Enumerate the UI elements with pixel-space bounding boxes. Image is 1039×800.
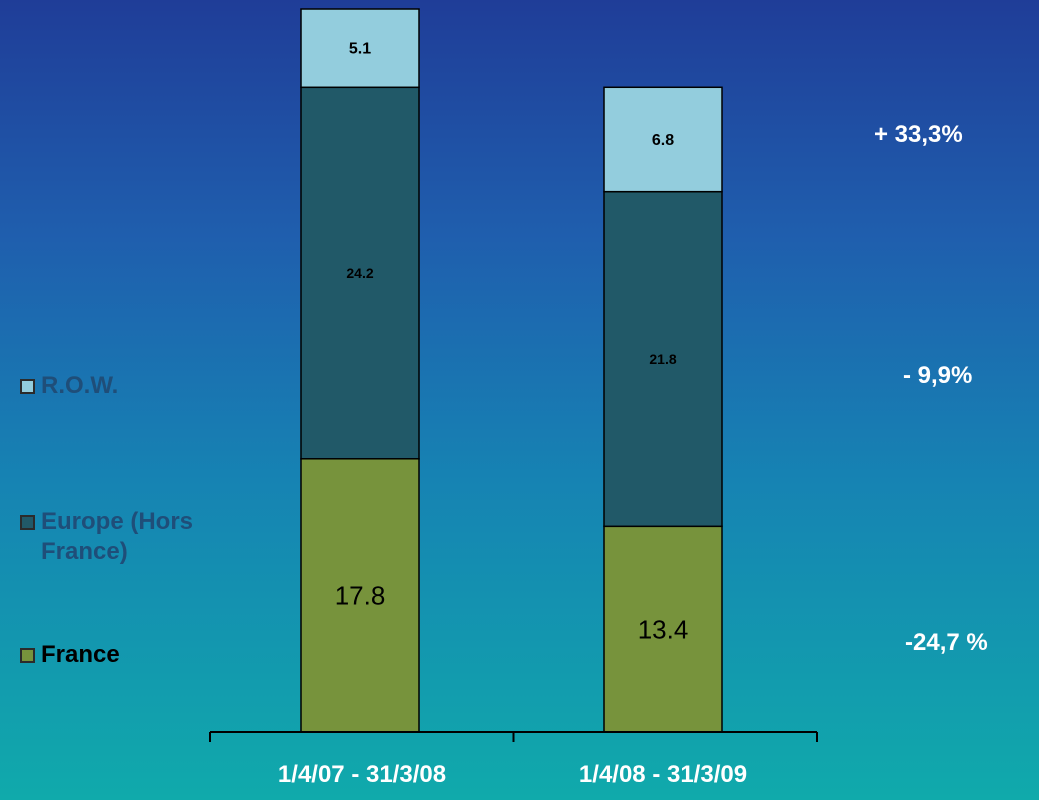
legend-swatch-europe: [20, 515, 35, 530]
change-label-row: + 33,3%: [874, 121, 963, 148]
data-label-1-cat-1: 17.8: [335, 580, 386, 610]
bar-segment-1-cat-1: [300, 458, 420, 733]
legend-item-europe: Europe (Hors France): [20, 507, 265, 567]
data-label-3-cat-2: 6.8: [652, 132, 674, 149]
data-label-2-cat-1: 24.2: [346, 265, 373, 281]
x-tick-label-2: 1/4/08 - 31/3/09: [578, 761, 748, 788]
legend-label-row: R.O.W.: [41, 372, 119, 399]
data-label-2-cat-2: 21.8: [649, 351, 676, 367]
x-tick-label-1: 1/4/07 - 31/3/08: [277, 761, 447, 788]
change-label-europe: - 9,9%: [903, 362, 973, 389]
bar-segment-1-cat-2: [603, 525, 723, 733]
change-label-france: -24,7 %: [905, 629, 988, 656]
bar-segment-3-cat-1: [300, 8, 420, 89]
legend-item-france: France: [20, 640, 220, 670]
legend-swatch-france: [20, 648, 35, 663]
data-label-1-cat-2: 13.4: [638, 614, 689, 644]
bar-segment-3-cat-2: [603, 86, 723, 193]
legend-item-row: R.O.W.: [20, 371, 220, 401]
data-label-3-cat-1: 5.1: [349, 41, 371, 58]
legend-swatch-row: [20, 379, 35, 394]
legend-label-europe: Europe (Hors France): [41, 508, 194, 565]
legend-label-france: France: [41, 641, 120, 668]
